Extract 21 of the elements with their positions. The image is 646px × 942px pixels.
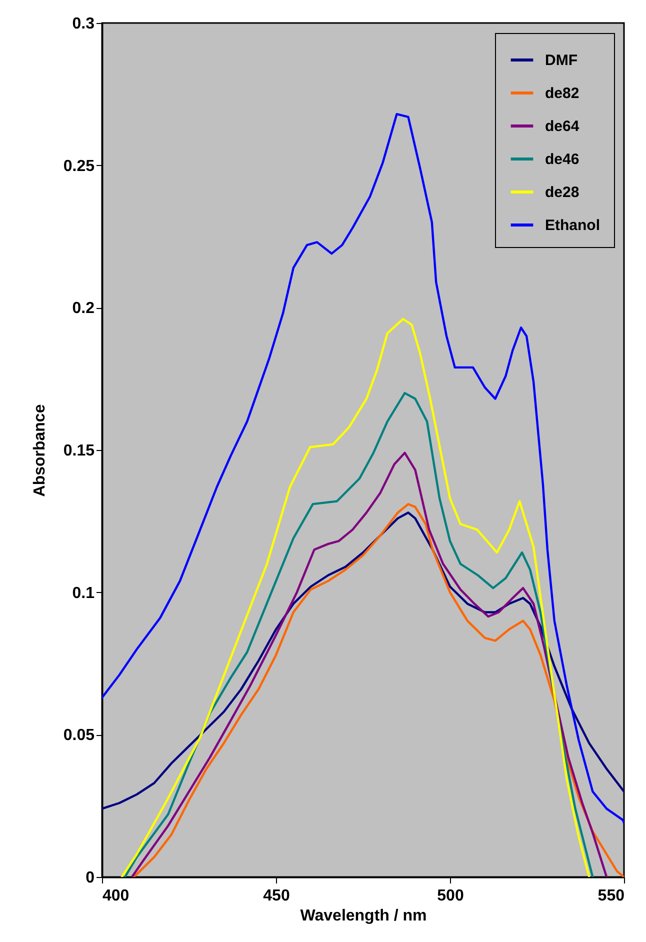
x-tick-label: 550 <box>598 888 625 904</box>
legend-label: de82 <box>545 85 580 102</box>
legend-label: de28 <box>545 184 580 201</box>
line-series <box>102 112 624 824</box>
y-tick-label: 0.3 <box>72 16 95 32</box>
legend-label: DMF <box>545 52 578 69</box>
x-tick-label: 500 <box>437 888 464 904</box>
y-tick-label: 0.15 <box>63 442 95 460</box>
x-axis-title: Wavelength / nm <box>300 908 427 924</box>
line-series <box>102 512 624 810</box>
legend-label: Ethanol <box>545 217 600 234</box>
x-tick-label: 400 <box>102 888 130 904</box>
legend-label: de64 <box>545 118 580 135</box>
y-tick-label: 0 <box>86 870 95 886</box>
y-tick-label: 0.25 <box>63 158 95 175</box>
x-tick-label: 450 <box>263 888 290 904</box>
y-tick-label: 0.1 <box>72 584 95 602</box>
y-axis-title: Absorbance <box>31 404 48 497</box>
y-tick-label: 0.2 <box>72 300 95 318</box>
legend-label: de46 <box>545 151 580 168</box>
y-tick-label: 0.05 <box>63 727 95 744</box>
